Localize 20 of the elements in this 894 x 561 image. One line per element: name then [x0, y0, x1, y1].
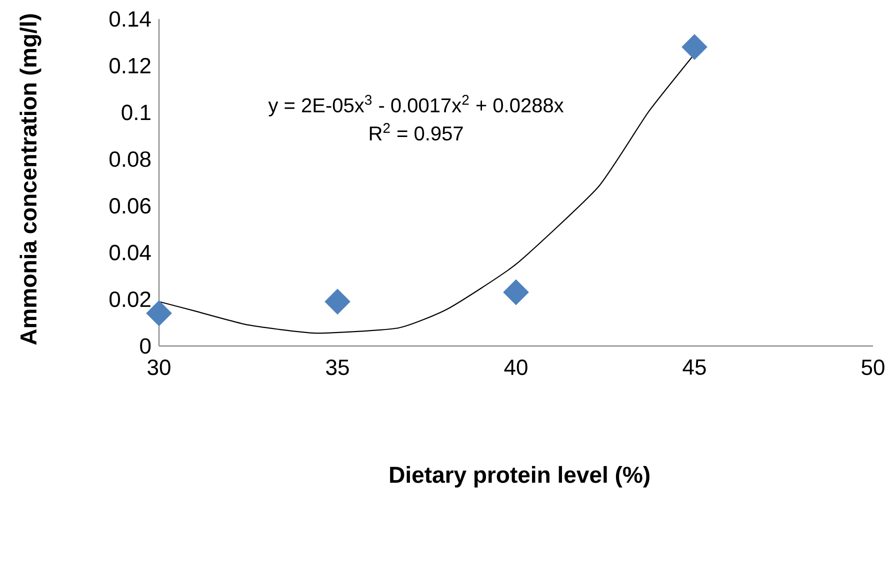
point: [324, 288, 350, 315]
y-tick-label: 0.06: [110, 198, 151, 214]
x-axis-title: Dietary protein level (%): [390, 466, 650, 488]
y-tick-label: 0.02: [110, 291, 150, 308]
x-tick-label: 45: [682, 360, 706, 375]
x-tick-label: 30: [148, 360, 170, 376]
x-tick-label: 50: [862, 360, 884, 376]
annotation: R$^{2}$ = 0.957: [370, 123, 463, 141]
y-tick-label: 0.04: [110, 244, 151, 260]
y-axis-title: Ammonia concentration (mg/l): [20, 14, 42, 345]
x-tick-label: 35: [326, 360, 349, 376]
y-tick-label: 0.08: [110, 151, 151, 167]
point: [503, 279, 529, 306]
annotation: y = 2E-05x$^{3}$ - 0.0017x$^{2}$ + 0.0288x: [268, 94, 564, 116]
y-tick-label: 0.1: [122, 104, 150, 120]
y-tick-label: 0.14: [110, 11, 151, 27]
y-tick-label: 0.12: [110, 58, 150, 74]
point: [682, 34, 708, 60]
y-tick-label: 0: [140, 338, 151, 354]
x-tick-label: 40: [504, 360, 528, 376]
